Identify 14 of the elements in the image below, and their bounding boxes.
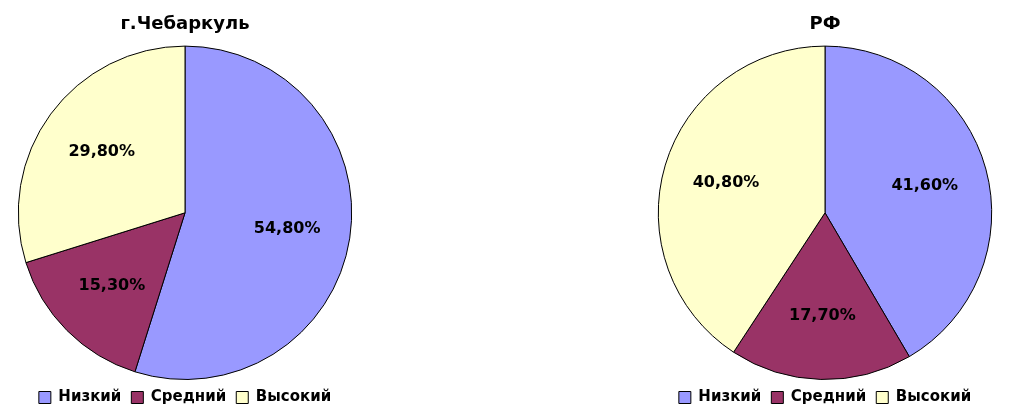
legend-label: Низкий <box>698 387 762 406</box>
legend-label: Средний <box>790 387 867 406</box>
data-label: 40,80% <box>692 172 760 192</box>
data-label: 41,60% <box>891 174 959 194</box>
data-label: 15,30% <box>78 274 146 294</box>
legend-label: Средний <box>150 387 227 406</box>
legend-label: Низкий <box>58 387 122 406</box>
legend-label: Высокий <box>895 387 972 406</box>
chart-title: РФ <box>809 12 841 34</box>
data-label: 29,80% <box>68 140 136 160</box>
chart-title: г.Чебаркуль <box>120 12 250 34</box>
data-label: 54,80% <box>253 217 321 237</box>
data-label: 17,70% <box>789 305 856 325</box>
legend-label: Высокий <box>255 387 332 406</box>
